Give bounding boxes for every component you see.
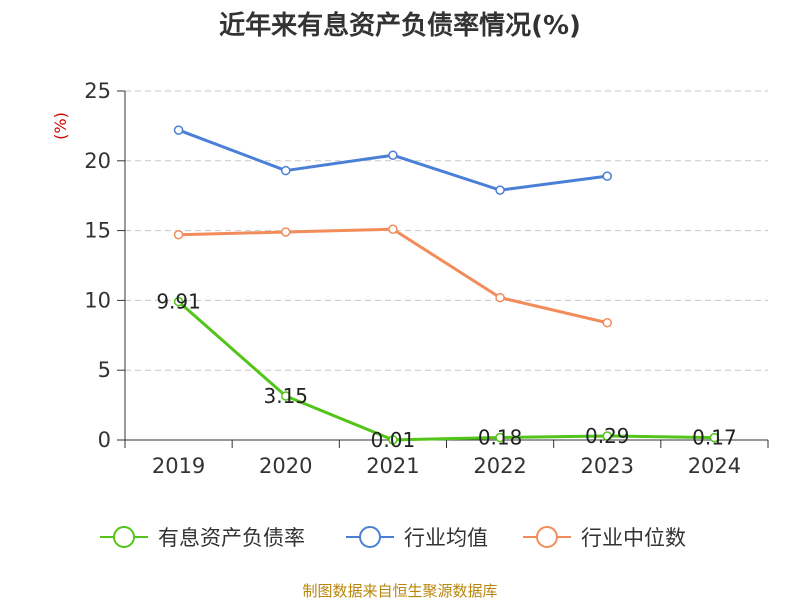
x-tick-label: 2020	[259, 454, 312, 478]
x-tick-label: 2023	[581, 454, 634, 478]
chart-title: 近年来有息资产负债率情况(%)	[219, 10, 581, 41]
source-note: 制图数据来自恒生聚源数据库	[302, 582, 497, 600]
legend-label-1: 行业均值	[404, 526, 488, 550]
data-label: 9.91	[156, 290, 201, 314]
data-point-0	[602, 431, 612, 441]
data-label: 0.29	[585, 424, 630, 448]
y-tick-label: 25	[84, 79, 111, 103]
y-tick-label: 5	[98, 358, 111, 382]
series-line-2	[178, 227, 608, 325]
legend-label-2: 行业中位数	[581, 526, 686, 550]
data-label: 3.15	[263, 384, 308, 408]
x-tick-label: 2024	[688, 454, 741, 478]
data-point-0	[281, 391, 291, 401]
y-axis-label: (%)	[51, 112, 70, 140]
data-point-2	[173, 230, 184, 240]
series-group	[173, 125, 720, 445]
legend-label-0: 有息资产负债率	[158, 526, 305, 550]
y-tick-label: 15	[84, 219, 111, 243]
data-point-2	[495, 292, 505, 303]
data-point-2	[281, 227, 291, 237]
x-tick-label: 2019	[152, 454, 205, 478]
series-line-1	[178, 128, 608, 192]
data-label: 0.01	[371, 428, 416, 452]
y-tick-label: 20	[84, 149, 111, 173]
legend-marker-1	[359, 526, 381, 548]
data-point-1	[388, 150, 398, 160]
data-point-1	[281, 165, 291, 176]
data-label: 0.17	[692, 426, 737, 450]
data-point-0	[173, 296, 184, 307]
data-labels: 9.91 3.15 0.01 0.18 0.29 0.17	[156, 290, 736, 452]
data-point-2	[602, 317, 612, 328]
x-tick-label: 2022	[473, 454, 526, 478]
y-tick-label: 0	[98, 428, 111, 452]
data-point-1	[602, 171, 612, 181]
gridlines	[125, 90, 768, 371]
data-label: 0.18	[478, 425, 523, 449]
data-point-2	[388, 224, 398, 234]
axes: 0 5 10 15 20 25 2019 2020 2021 2022 2023 2024	[84, 79, 769, 478]
data-point-0	[709, 432, 720, 443]
data-point-0	[495, 432, 505, 443]
data-point-1	[173, 125, 184, 135]
data-point-1	[495, 185, 505, 195]
legend: 有息资产负债率 行业均值 行业中位数	[100, 526, 686, 550]
series-line-0	[177, 300, 715, 442]
legend-marker-0	[113, 526, 135, 548]
legend-marker-2	[536, 526, 558, 548]
data-point-0	[388, 435, 398, 445]
x-tick-label: 2021	[366, 454, 419, 478]
y-tick-label: 10	[84, 288, 111, 312]
